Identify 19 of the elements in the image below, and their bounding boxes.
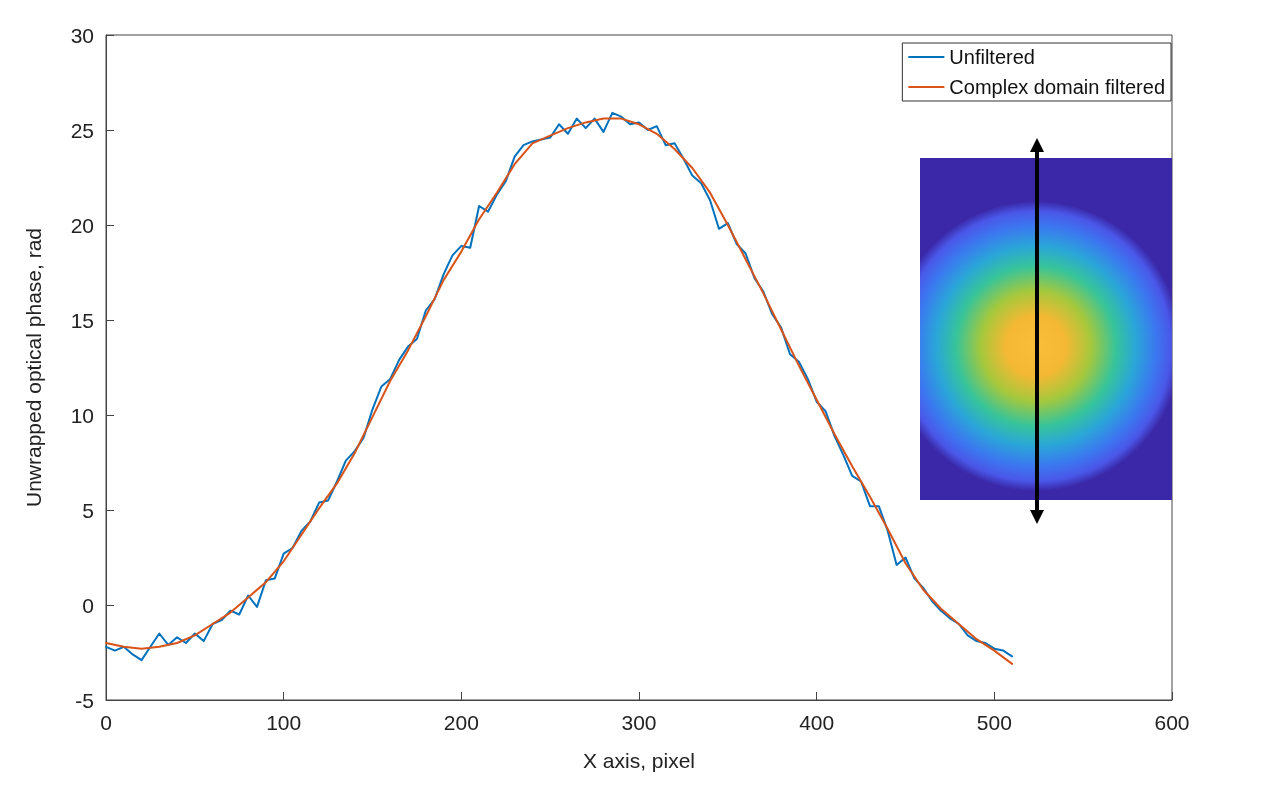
x-tick-label: 500 — [976, 711, 1012, 734]
legend-label: Unfiltered — [949, 46, 1035, 68]
y-tick-label: 25 — [70, 118, 94, 142]
y-tick-label: 15 — [70, 308, 94, 332]
x-axis-title: X axis, pixel — [582, 749, 696, 772]
y-axis-title: Unwrapped optical phase, rad — [22, 227, 45, 508]
y-tick-label: 10 — [70, 403, 94, 427]
x-tick-label: 400 — [799, 711, 835, 734]
y-tick-label: 20 — [70, 213, 94, 237]
y-tick-label: 0 — [82, 593, 94, 617]
x-tick-label: 600 — [1154, 711, 1190, 734]
y-tick-label: 5 — [82, 498, 94, 522]
y-tick-label: 30 — [70, 23, 94, 47]
y-tick-label: -5 — [75, 688, 94, 712]
x-tick-label: 100 — [266, 711, 302, 734]
x-tick-label: 300 — [621, 711, 657, 734]
legend-label: Complex domain filtered — [949, 76, 1165, 98]
x-tick-label: 0 — [100, 711, 112, 734]
x-tick-label: 200 — [443, 711, 479, 734]
